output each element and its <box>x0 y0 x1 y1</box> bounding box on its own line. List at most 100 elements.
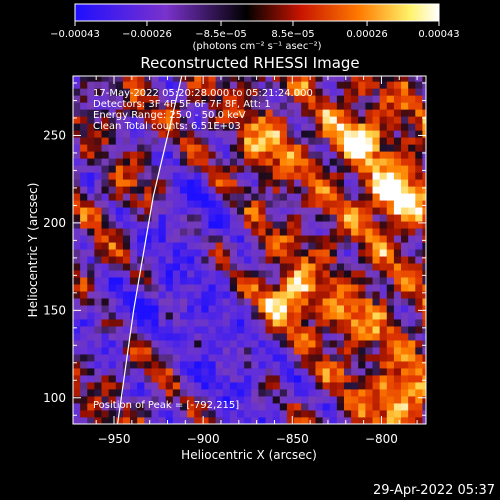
heatmap-cell <box>165 158 174 166</box>
heatmap-cell <box>87 291 95 299</box>
heatmap-cell <box>386 354 395 362</box>
heatmap-cell <box>87 144 95 152</box>
heatmap-cell <box>308 347 316 355</box>
heatmap-cell <box>408 256 416 264</box>
heatmap-cell <box>351 109 359 117</box>
heatmap-cell <box>279 109 288 117</box>
heatmap-cell <box>222 137 231 145</box>
heatmap-cell <box>222 382 231 390</box>
heatmap-cell <box>415 256 423 264</box>
heatmap-cell <box>265 312 274 320</box>
heatmap-cell <box>251 396 259 404</box>
heatmap-cell <box>237 284 245 292</box>
heatmap-cell <box>343 123 352 131</box>
heatmap-cell <box>187 403 195 411</box>
heatmap-cell <box>87 207 95 215</box>
heatmap-cell <box>144 403 152 411</box>
heatmap-cell <box>101 249 110 257</box>
heatmap-cell <box>386 389 395 397</box>
heatmap-cell <box>422 340 426 348</box>
heatmap-cell <box>237 298 245 306</box>
heatmap-cell <box>286 193 295 201</box>
heatmap-cell <box>372 291 381 299</box>
heatmap-cell <box>322 389 331 397</box>
heatmap-cell <box>158 284 167 292</box>
heatmap-cell <box>308 326 316 334</box>
heatmap-cell <box>130 410 138 418</box>
heatmap-cell <box>393 207 402 215</box>
heatmap-cell <box>272 123 281 131</box>
heatmap-cell <box>329 298 338 306</box>
heatmap-cell <box>237 263 245 271</box>
heatmap-cell <box>229 88 238 96</box>
heatmap-cell <box>286 165 295 173</box>
heatmap-cell <box>87 305 95 313</box>
heatmap-cell <box>358 396 366 404</box>
heatmap-cell <box>94 242 102 250</box>
heatmap-cell <box>187 151 195 159</box>
heatmap-cell <box>144 95 152 103</box>
heatmap-cell <box>386 76 395 82</box>
heatmap-cell <box>172 389 181 397</box>
heatmap-cell <box>265 165 274 173</box>
heatmap-cell <box>415 277 423 285</box>
heatmap-cell <box>165 249 174 257</box>
heatmap-cell <box>179 333 188 341</box>
heatmap-cell <box>322 179 331 187</box>
heatmap-cell <box>115 76 124 82</box>
heatmap-cell <box>172 361 181 369</box>
heatmap-cell <box>301 333 309 341</box>
heatmap-cell <box>265 368 274 376</box>
heatmap-cell <box>151 382 159 390</box>
heatmap-cell <box>272 116 281 124</box>
heatmap-cell <box>379 389 388 397</box>
heatmap-cell <box>130 228 138 236</box>
heatmap-cell <box>251 76 259 82</box>
heatmap-cell <box>258 403 266 411</box>
heatmap-cell <box>172 81 181 89</box>
heatmap-cell <box>336 235 345 243</box>
heatmap-cell <box>144 263 152 271</box>
heatmap-cell <box>94 228 102 236</box>
heatmap-cell <box>115 228 124 236</box>
heatmap-cell <box>130 158 138 166</box>
heatmap-cell <box>101 228 110 236</box>
heatmap-cell <box>379 81 388 89</box>
heatmap-cell <box>151 305 159 313</box>
heatmap-cell <box>251 326 259 334</box>
heatmap-cell <box>393 417 402 424</box>
heatmap-cell <box>251 382 259 390</box>
heatmap-cell <box>80 375 88 383</box>
heatmap-cell <box>158 382 167 390</box>
heatmap-cell <box>187 284 195 292</box>
heatmap-cell <box>401 116 409 124</box>
heatmap-cell <box>201 354 209 362</box>
heatmap-cell <box>187 81 195 89</box>
heatmap-cell <box>187 277 195 285</box>
heatmap-cell <box>179 228 188 236</box>
heatmap-cell <box>94 333 102 341</box>
heatmap-cell <box>272 298 281 306</box>
heatmap-cell <box>294 88 302 96</box>
heatmap-cell <box>237 277 245 285</box>
heatmap-cell <box>130 333 138 341</box>
heatmap-cell <box>265 410 274 418</box>
heatmap-cell <box>179 214 188 222</box>
heatmap-cell <box>286 144 295 152</box>
heatmap-cell <box>386 256 395 264</box>
heatmap-cell <box>87 116 95 124</box>
heatmap-cell <box>151 403 159 411</box>
heatmap-cell <box>251 88 259 96</box>
heatmap-cell <box>279 375 288 383</box>
heatmap-cell <box>137 249 145 257</box>
heatmap-cell <box>87 137 95 145</box>
heatmap-cell <box>336 76 345 82</box>
heatmap-cell <box>94 354 102 362</box>
heatmap-cell <box>94 116 102 124</box>
heatmap-cell <box>372 249 381 257</box>
heatmap-cell <box>408 417 416 424</box>
heatmap-cell <box>301 186 309 194</box>
heatmap-cell <box>358 81 366 89</box>
heatmap-cell <box>172 382 181 390</box>
heatmap-cell <box>408 305 416 313</box>
